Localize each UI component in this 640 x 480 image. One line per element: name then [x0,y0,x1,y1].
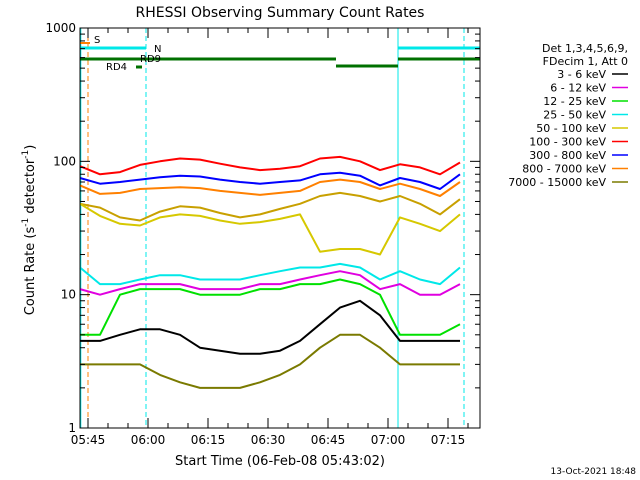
legend-header-line: FDecim 1, Att 0 [543,55,628,68]
rd9-flag-label: RD9 [140,54,161,65]
chart-title: RHESSI Observing Summary Count Rates [136,5,425,21]
x-axis-label: Start Time (06-Feb-08 05:43:02) [175,454,385,469]
x-tick-label: 06:00 [131,433,166,447]
y-tick-label: 1 [68,421,76,435]
series-line-0 [79,155,461,176]
series-line-5 [79,262,461,286]
s-flag-label: S [94,35,100,46]
y-axis-label-sup2: -1 [21,150,31,159]
y-axis-label-sup1: -1 [21,218,31,227]
legend-label: 800 - 7000 keV [522,163,606,176]
legend-label: 12 - 25 keV [543,95,606,108]
y-axis-label-end: ) [23,145,38,150]
series-line-1 [79,171,461,190]
x-tick-label: 06:15 [191,433,226,447]
y-axis-label-mid: detector [23,158,38,218]
legend-label: 25 - 50 keV [543,109,606,122]
legend-label: 7000 - 15000 keV [508,176,606,189]
series-layer [79,155,461,389]
rd4-flag-label: RD4 [106,62,127,73]
x-tick-label: 06:45 [311,433,346,447]
legend-label: 50 - 100 keV [536,122,606,135]
x-tick-label: 07:00 [371,433,406,447]
series-line-9 [80,333,460,389]
legend-label: 100 - 300 keV [529,136,606,149]
legend-label: 3 - 6 keV [557,68,606,81]
series-line-6 [79,270,461,296]
series-line-8 [80,299,460,355]
series-line-3 [79,191,461,222]
series-line-7 [80,278,461,336]
series-line-2 [79,178,461,197]
legend-label: 300 - 800 keV [529,149,606,162]
y-tick-label: 100 [53,154,76,168]
legend-header-line: Det 1,3,4,5,6,9, [542,42,628,55]
plot-frame [79,27,481,429]
y-axis-label: Count Rate (s-1 detector-1) [21,145,38,316]
x-tick-label: 05:45 [71,433,106,447]
legend: Det 1,3,4,5,6,9,FDecim 1, Att 03 - 6 keV… [508,42,628,189]
x-tick-label: 07:15 [431,433,466,447]
n-flag-label: N [154,44,161,55]
y-axis-label-main: Count Rate (s [23,227,38,316]
series-line-4 [79,202,461,256]
legend-label: 6 - 12 keV [550,82,606,95]
footer-date: 13-Oct-2021 18:48 [551,467,637,477]
x-tick-label: 06:30 [251,433,286,447]
axis-layer: 1 10 100 1000 05:45 06:00 06:15 06:30 06:45 07:00… [45,21,480,447]
y-tick-label: 1000 [45,21,76,35]
y-tick-label: 10 [61,288,76,302]
